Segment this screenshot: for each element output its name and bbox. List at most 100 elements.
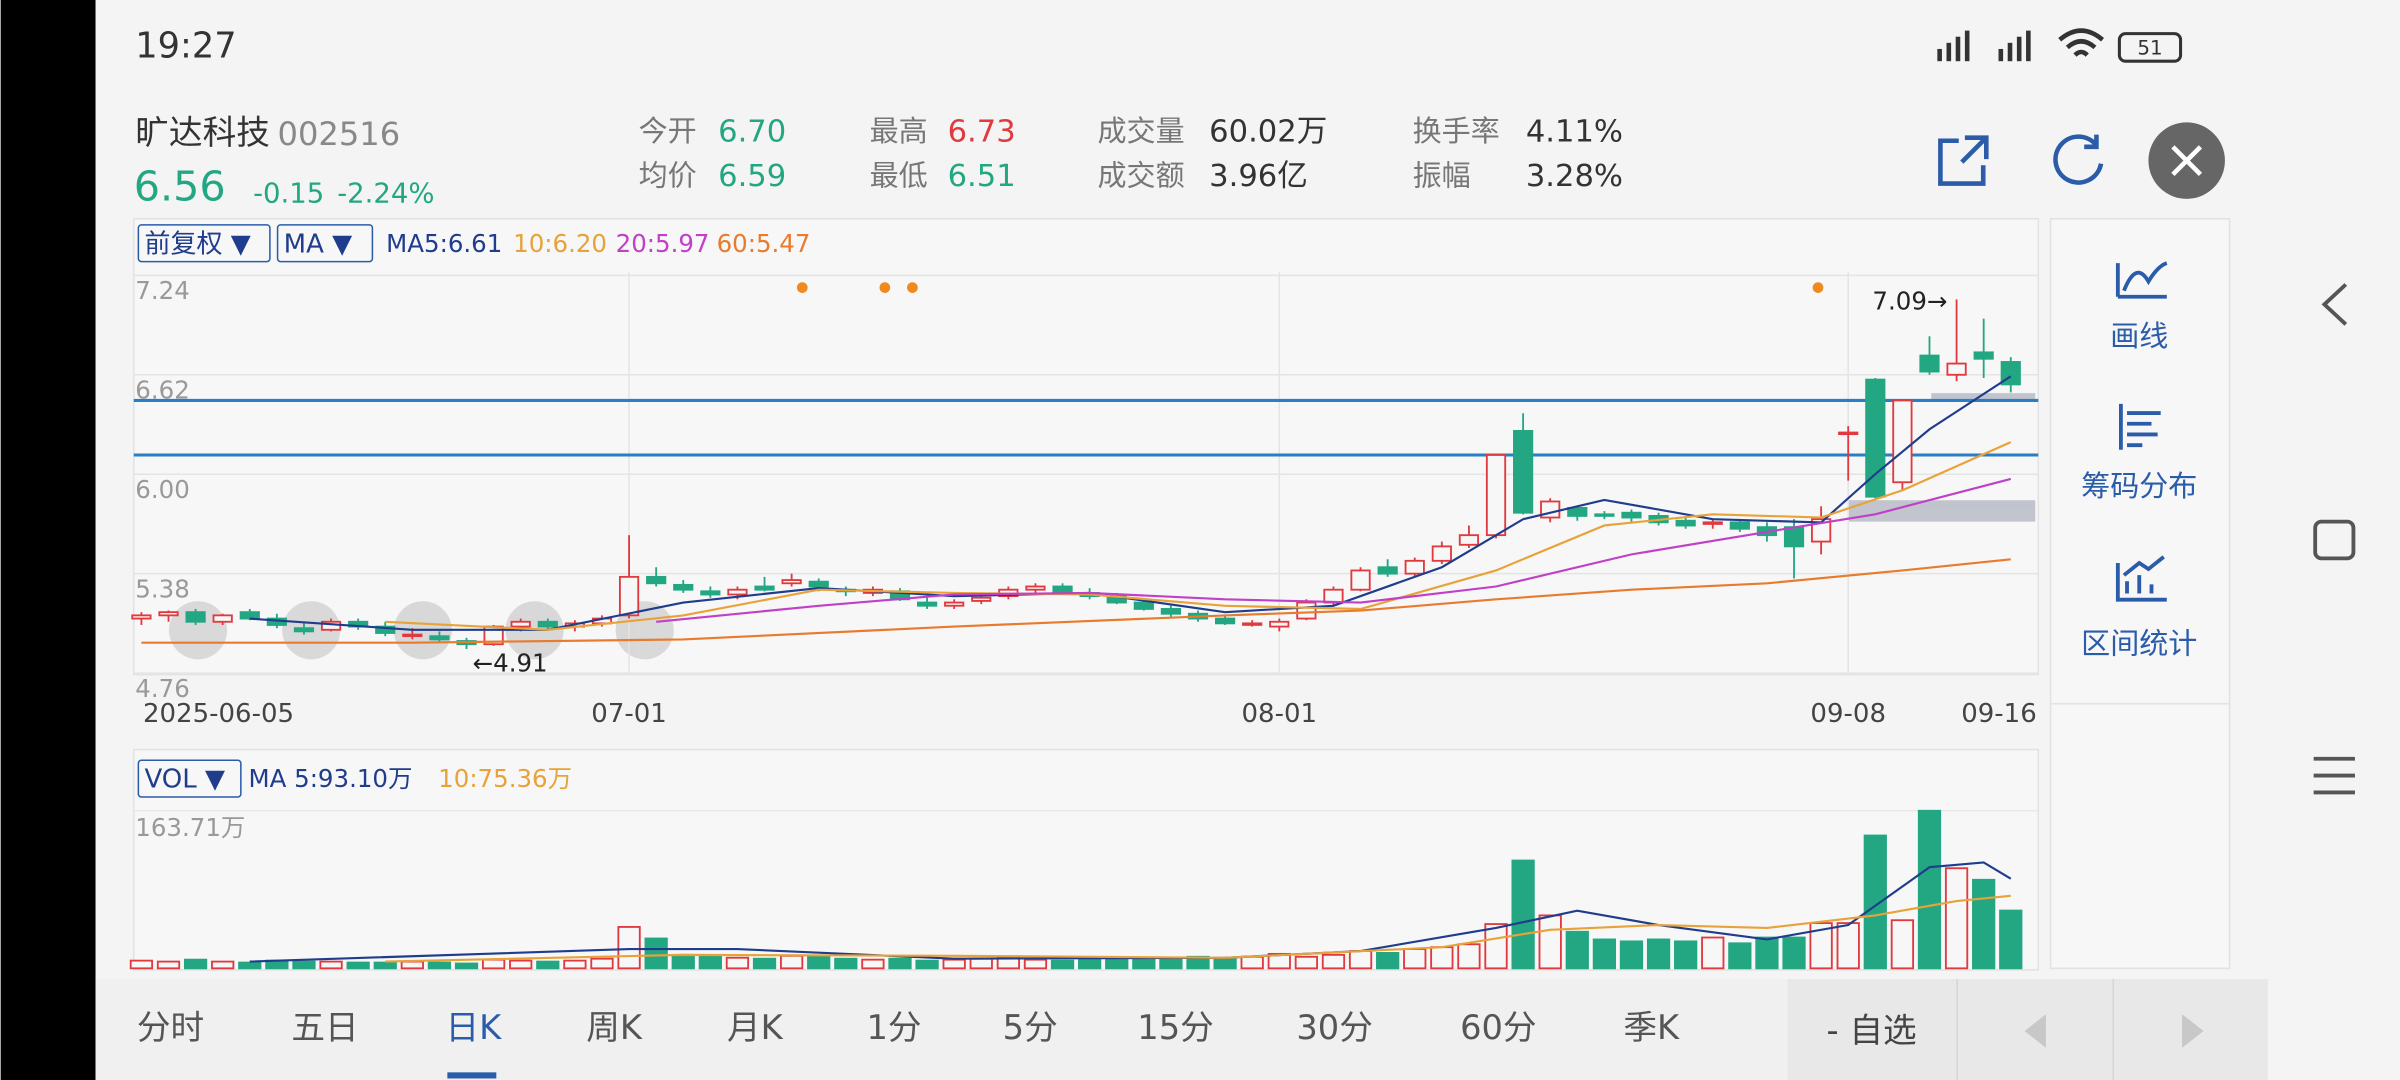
- x-tick-label: 09-16: [1961, 699, 2037, 729]
- tab[interactable]: 月K: [727, 1008, 784, 1047]
- candle-body: [1160, 608, 1182, 615]
- volume-bar: [1294, 955, 1318, 970]
- vol-ma-line: [385, 894, 2011, 963]
- volume-bar: [1755, 936, 1779, 970]
- candle-body: [944, 601, 965, 607]
- tool-label: 画线: [2110, 319, 2168, 353]
- volume-bar: [183, 958, 208, 970]
- candle-body: [510, 620, 531, 628]
- volume-bar: [400, 960, 424, 970]
- tab[interactable]: 五日: [291, 1008, 358, 1047]
- candle-body: [1919, 354, 1940, 373]
- stat-value: 6.51: [948, 159, 1016, 194]
- stats-tool[interactable]: [2115, 555, 2167, 602]
- stock-code: 002516: [278, 115, 401, 153]
- share-button[interactable]: [1938, 135, 1989, 186]
- high-annotation: 7.09→: [1872, 286, 1947, 315]
- candle-body: [916, 601, 938, 607]
- candle-body: [971, 596, 992, 602]
- volume-bar: [779, 954, 804, 970]
- candle-body: [1215, 617, 1236, 625]
- candle-body: [700, 590, 721, 596]
- volume-bar: [1592, 938, 1617, 970]
- volume-bar: [1484, 923, 1508, 970]
- volume-bar: [590, 957, 614, 970]
- volume-bar: [1403, 948, 1427, 970]
- candle-body: [1783, 526, 1805, 548]
- candle-body: [1458, 534, 1480, 546]
- stat-label: 成交额: [1098, 158, 1185, 192]
- price: 6.56: [134, 163, 226, 211]
- volume-bar: [1972, 878, 1996, 970]
- refresh-button[interactable]: [2053, 134, 2104, 185]
- volume-bar: [752, 957, 777, 970]
- tool-label: 区间统计: [2081, 627, 2197, 661]
- tab[interactable]: 周K: [586, 1008, 643, 1047]
- tab[interactable]: 分时: [137, 1008, 204, 1047]
- adjust-select[interactable]: [137, 224, 271, 263]
- watchlist-button[interactable]: - 自选: [1826, 1011, 1916, 1050]
- tab[interactable]: 15分: [1137, 1008, 1213, 1047]
- tab[interactable]: 5分: [1003, 1008, 1058, 1047]
- volume-bar: [129, 959, 154, 970]
- stat-label: 振幅: [1413, 158, 1471, 192]
- candle-body: [1133, 601, 1154, 610]
- volume-bar: [671, 953, 695, 970]
- change-pct: -2.24%: [337, 177, 434, 209]
- volume-bar: [1376, 952, 1400, 970]
- stat-value: 60.02万: [1209, 115, 1327, 150]
- draw-tool[interactable]: [2115, 261, 2168, 299]
- x-tick-label: 2025-06-05: [143, 699, 294, 729]
- volume-bar: [427, 961, 452, 970]
- ma-legend: 60:5.47: [717, 229, 811, 258]
- candle-body: [1973, 351, 1994, 360]
- stat-value: 6.73: [948, 115, 1016, 150]
- system-nav[interactable]: [2313, 283, 2356, 795]
- volume-bar: [1023, 958, 1048, 970]
- tab[interactable]: 日K: [446, 1008, 503, 1047]
- volume-bar: [888, 957, 912, 970]
- volume-bar: [1674, 940, 1698, 970]
- tab[interactable]: 60分: [1460, 1008, 1536, 1047]
- ma-legend: 10:6.20: [513, 229, 607, 258]
- tab[interactable]: 1分: [867, 1008, 922, 1047]
- candle-body: [1485, 454, 1507, 537]
- tab[interactable]: 季K: [1623, 1008, 1680, 1047]
- volume-bar: [1538, 914, 1562, 970]
- candle-body: [808, 580, 829, 588]
- tab[interactable]: 30分: [1296, 1008, 1372, 1047]
- candle-body: [1242, 622, 1263, 626]
- volume-bar: [1078, 958, 1102, 970]
- volume-bar: [1321, 953, 1346, 970]
- volume-bar: [373, 961, 397, 970]
- vol-select[interactable]: [137, 759, 242, 798]
- ma-line: [249, 375, 2012, 631]
- prev-button[interactable]: [2024, 1014, 2046, 1048]
- volume-bar: [1159, 957, 1183, 970]
- candle-body: [1702, 521, 1723, 525]
- volume-bar: [1132, 958, 1156, 970]
- y-tick-label: 6.00: [135, 475, 189, 504]
- x-tick-label: 09-08: [1810, 699, 1886, 729]
- next-button[interactable]: [2182, 1014, 2204, 1048]
- candle-body: [1350, 569, 1371, 591]
- candle-body: [375, 625, 396, 634]
- candle-body: [1594, 513, 1615, 517]
- vol-ma-line: [249, 861, 2012, 963]
- vol-tick-label: 163.71万: [135, 813, 245, 842]
- candle-body: [1296, 601, 1317, 620]
- volume-bar: [1430, 946, 1454, 970]
- ma-line: [656, 477, 2012, 623]
- chip-overlay: [1848, 393, 2036, 522]
- volume-bar: [156, 960, 181, 970]
- tabs: 分时 五日 日K 周K 月K 1分 5分 15分 30分 60分 季K: [137, 1008, 1680, 1047]
- chip-tool[interactable]: [2118, 403, 2161, 450]
- indicator-select[interactable]: [276, 224, 374, 263]
- volume-bar: [1944, 867, 1969, 970]
- volume-bar: [1213, 956, 1237, 970]
- stat-label: 成交量: [1098, 114, 1185, 148]
- candle-body: [781, 579, 802, 585]
- candle-body: [402, 633, 423, 638]
- candle-body: [1892, 399, 1913, 484]
